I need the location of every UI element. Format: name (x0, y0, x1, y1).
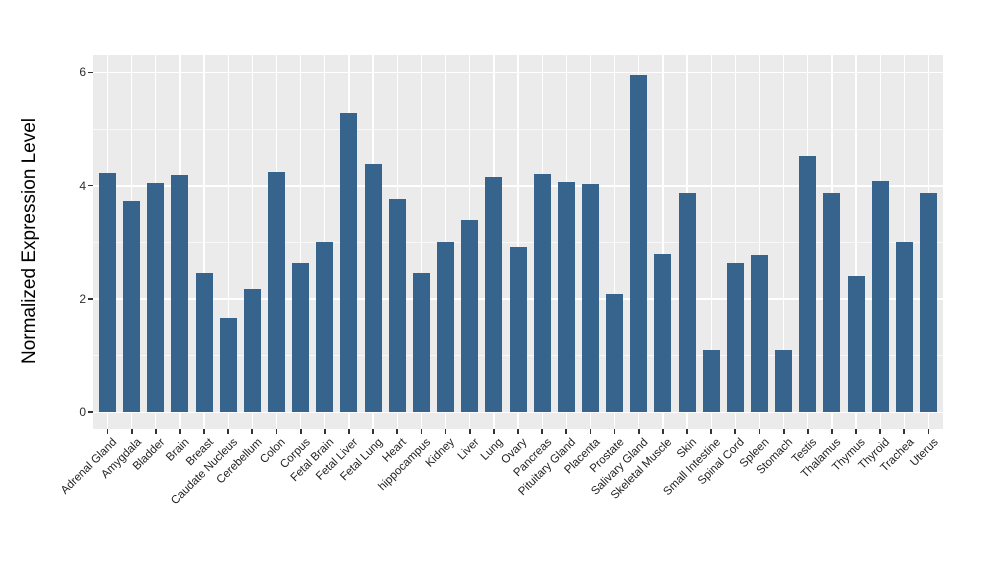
v-gridline (517, 55, 519, 429)
y-tick (88, 411, 93, 413)
x-tick (492, 429, 495, 434)
bar (437, 242, 455, 412)
x-tick (927, 429, 930, 434)
v-gridline (758, 55, 761, 429)
v-gridline (420, 55, 423, 429)
bar (702, 349, 720, 412)
bar (557, 182, 575, 412)
x-tick (734, 429, 737, 434)
x-tick (130, 429, 133, 434)
v-gridline (251, 55, 254, 429)
bar (171, 175, 189, 412)
bar (364, 164, 382, 412)
x-tick (420, 429, 423, 434)
v-gridline (444, 55, 447, 429)
v-gridline (324, 55, 326, 429)
bar (895, 242, 913, 412)
x-tick (613, 429, 616, 434)
x-tick (710, 429, 713, 434)
x-tick (831, 429, 833, 434)
v-gridline (662, 55, 664, 429)
bar (726, 263, 744, 412)
bar (147, 182, 165, 412)
v-gridline (782, 55, 785, 429)
bar (340, 113, 358, 412)
x-tick (348, 429, 350, 434)
bar (292, 263, 310, 412)
y-tick (88, 71, 93, 74)
x-tick (661, 429, 664, 434)
v-gridline (203, 55, 205, 429)
x-tick (275, 429, 278, 434)
x-tick (179, 429, 181, 434)
y-tick (88, 297, 93, 300)
y-tick-label: 6 (79, 65, 86, 80)
bar (461, 219, 479, 412)
x-tick (372, 429, 375, 434)
bar (243, 288, 261, 412)
x-tick (637, 429, 640, 434)
bar (123, 201, 141, 412)
y-tick-label: 2 (79, 291, 86, 306)
v-gridline (227, 55, 229, 429)
bar (268, 172, 286, 412)
x-tick (758, 429, 761, 434)
bar (219, 318, 237, 412)
y-tick-label: 4 (79, 178, 86, 193)
v-gridline (903, 55, 906, 429)
bar (630, 74, 648, 412)
bar (195, 273, 213, 412)
bar (920, 192, 938, 412)
v-gridline (734, 55, 736, 429)
y-tick (88, 184, 93, 187)
v-gridline (300, 55, 302, 429)
x-tick (589, 429, 592, 434)
bar (606, 294, 624, 412)
bar (581, 184, 599, 412)
x-tick (806, 429, 809, 434)
x-tick (299, 429, 302, 434)
bar (654, 253, 672, 412)
bar (509, 246, 527, 412)
x-tick (903, 429, 906, 434)
x-tick (227, 429, 230, 434)
bar (316, 242, 334, 412)
x-tick (541, 429, 544, 434)
x-tick (251, 429, 254, 434)
bar (388, 199, 406, 412)
bar (750, 254, 768, 412)
x-tick (517, 429, 519, 434)
x-tick (879, 429, 882, 434)
x-tick (855, 429, 857, 434)
v-gridline (855, 55, 857, 429)
bar (99, 173, 116, 412)
x-tick (686, 429, 688, 434)
x-tick (323, 429, 326, 434)
bar (678, 192, 696, 412)
x-tick (203, 429, 205, 434)
y-tick-label: 0 (79, 405, 86, 419)
v-gridline (710, 55, 712, 429)
y-axis-title: Normalized Expression Level (19, 117, 40, 365)
bar (847, 276, 865, 412)
x-tick (396, 429, 399, 434)
x-tick (782, 429, 785, 434)
x-tick (444, 429, 447, 434)
v-gridline (613, 55, 616, 429)
plot-panel (93, 55, 943, 429)
bar (823, 192, 841, 412)
bar (775, 349, 793, 412)
bar (412, 273, 430, 412)
bar (485, 176, 503, 412)
x-tick (565, 429, 568, 434)
x-tick (154, 429, 157, 434)
bar (799, 156, 817, 412)
x-tick (106, 429, 109, 434)
x-tick (468, 429, 471, 434)
bar (533, 173, 551, 412)
bar (871, 180, 889, 412)
